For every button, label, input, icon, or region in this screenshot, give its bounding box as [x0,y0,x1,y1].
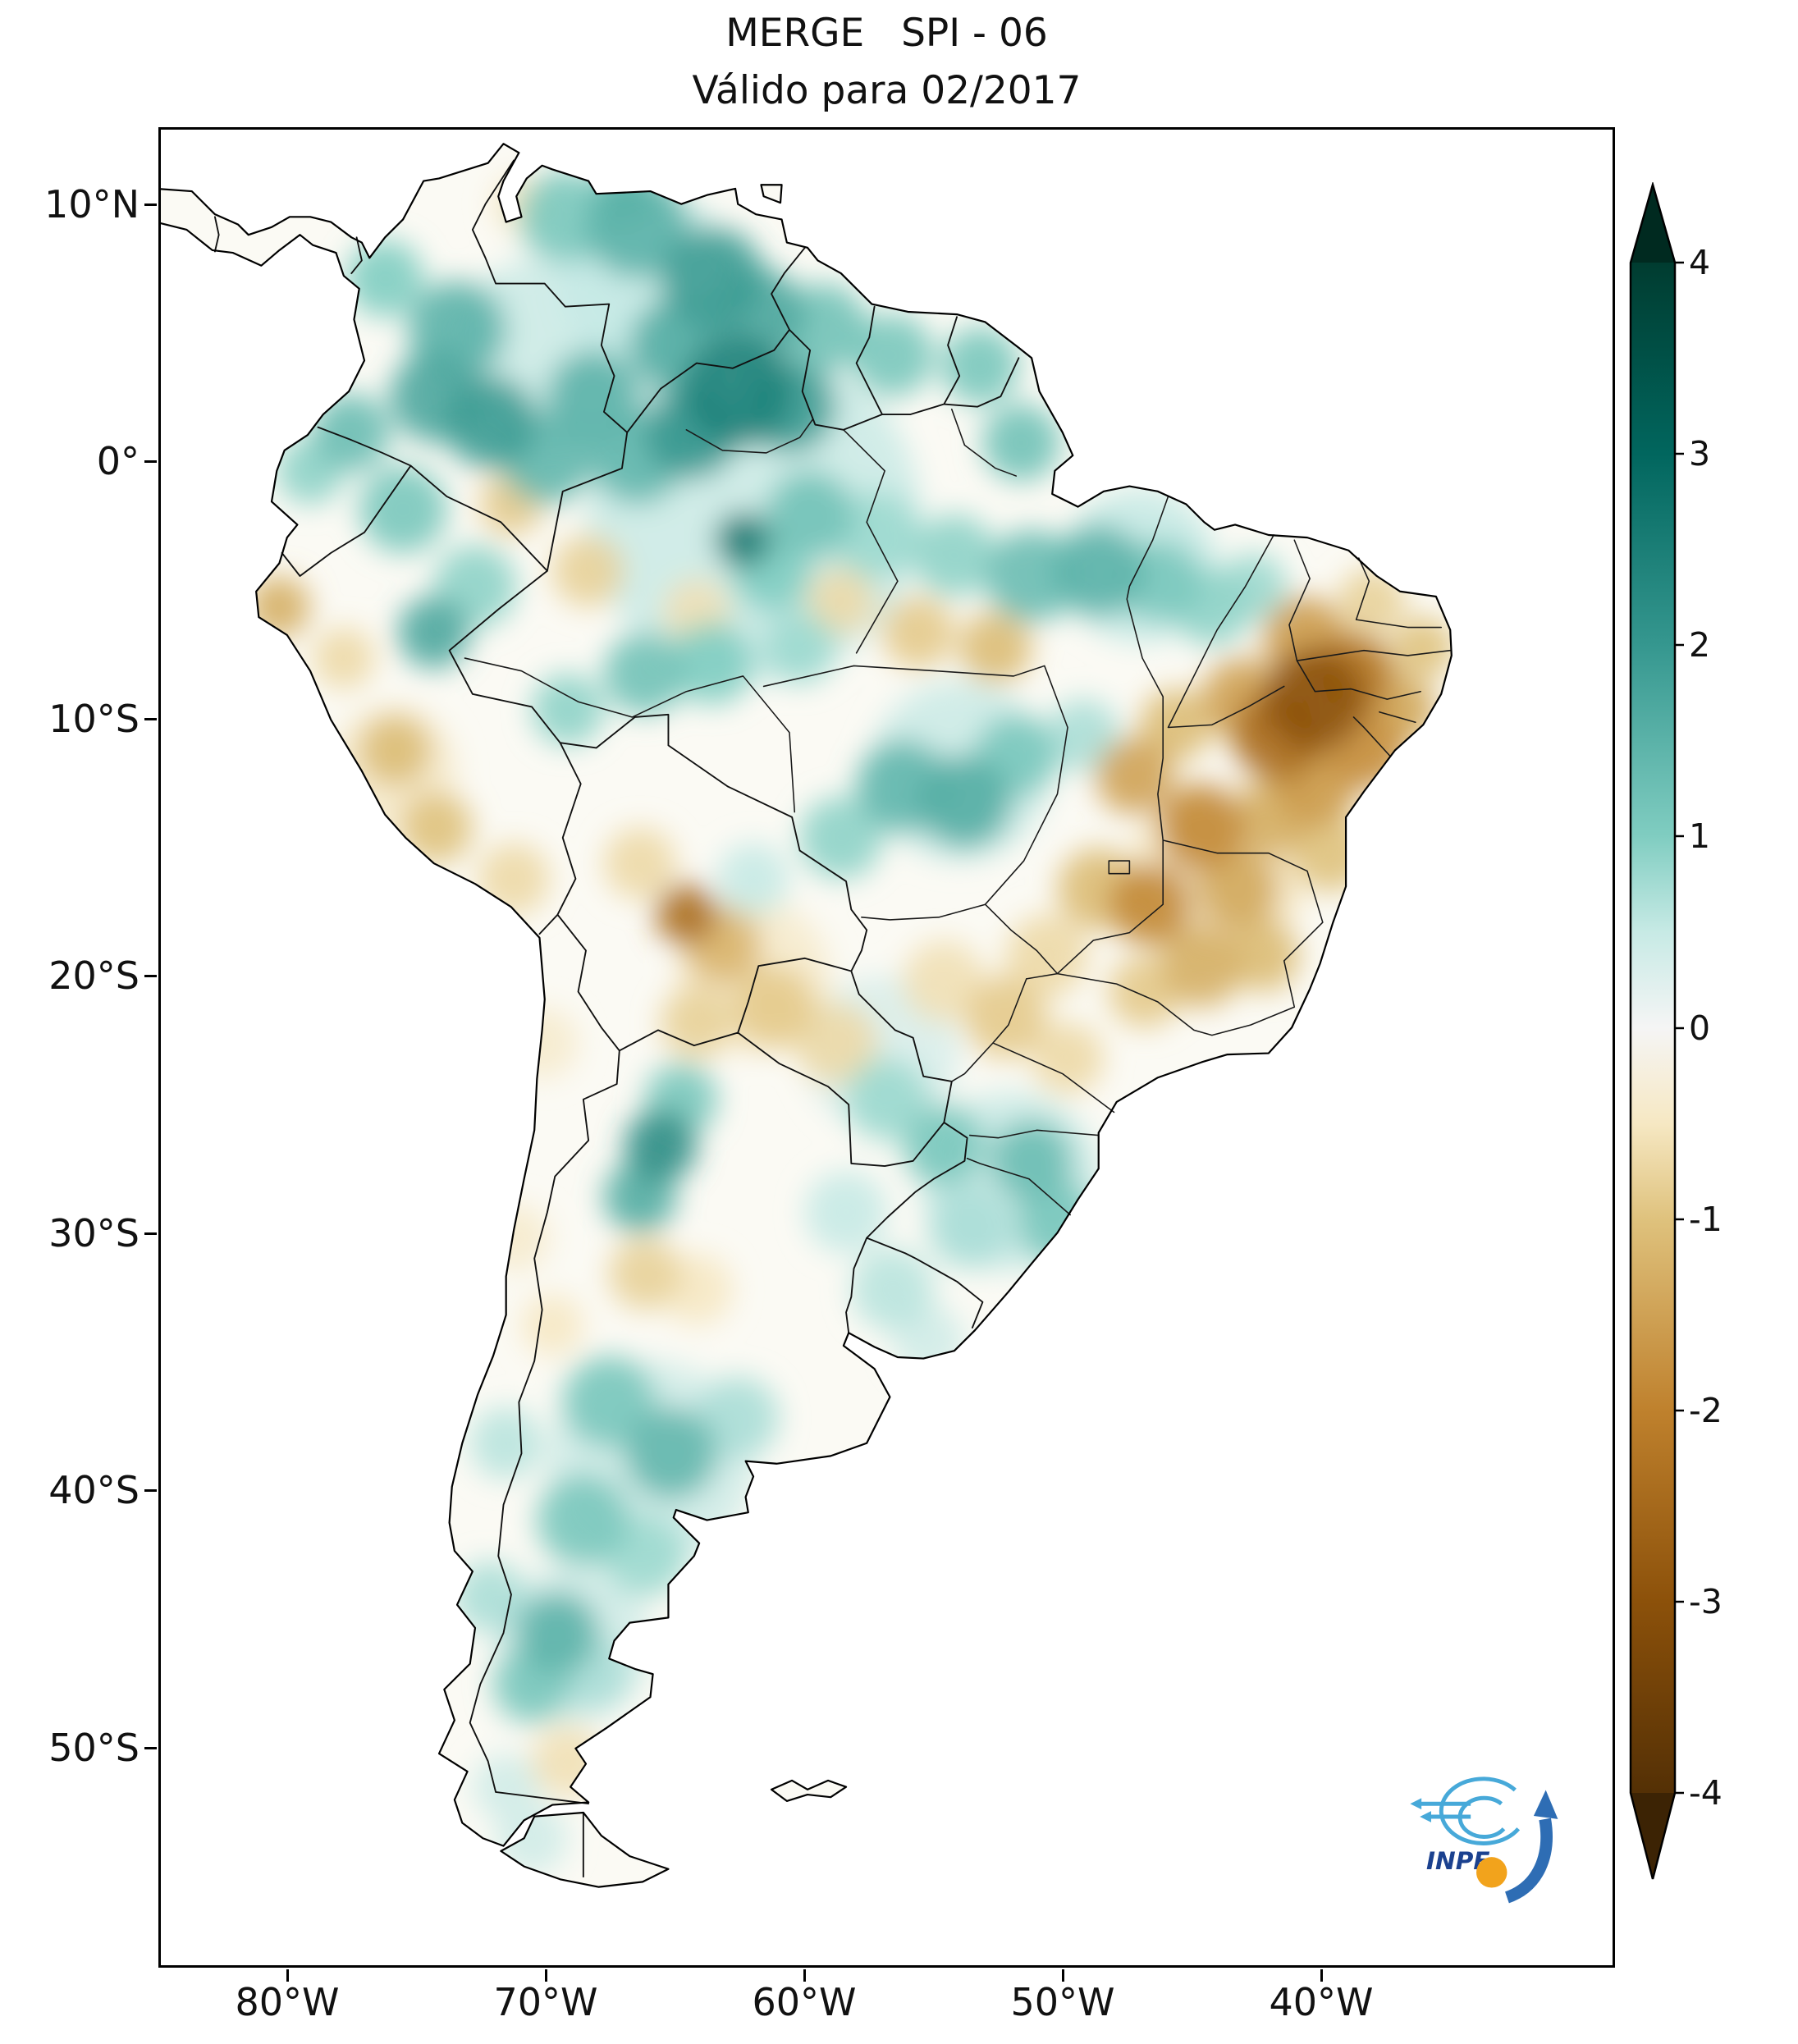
y-axis-tick-label: 40°S [48,1468,140,1512]
x-axis-tick-label: 80°W [235,1980,340,2024]
colorbar [1629,182,1684,1880]
colorbar-tick-label: 2 [1689,625,1711,665]
y-axis-tick-label: 10°S [48,697,140,741]
inpe-swirl-arrowhead [1420,1811,1431,1822]
colorbar-tick-label: -2 [1689,1391,1723,1430]
x-axis-tick-label: 40°W [1269,1980,1374,2024]
chart-subtitle: Válido para 02/2017 [692,68,1082,113]
tick-mark [144,975,157,977]
x-axis-tick-label: 50°W [1010,1980,1115,2024]
colorbar-tick-marks [1675,261,1684,1795]
tick-mark [144,1489,157,1492]
map-plot [158,127,1615,1968]
tick-mark [1320,1969,1323,1982]
colorbar-over-arrow [1631,185,1675,263]
x-axis-tick-label: 60°W [752,1980,857,2024]
x-axis-tick-label: 70°W [493,1980,598,2024]
tick-mark [803,1969,806,1982]
colorbar-tick-label: -4 [1689,1773,1723,1813]
country-borders [213,159,1020,1878]
inpe-logo: INPE [1410,1776,1558,1904]
tick-mark [144,203,157,206]
y-axis-tick-label: 50°S [48,1726,140,1770]
tick-mark [144,1232,157,1235]
title-block: MERGE SPI - 06 Válido para 02/2017 [158,5,1615,120]
inpe-blue-arrowhead [1533,1790,1558,1819]
y-axis-tick-label: 20°S [48,953,140,998]
tick-mark [545,1969,547,1982]
south-america-map [161,143,1453,1888]
inpe-swirl-arrowhead [1410,1798,1422,1810]
state-borders [464,409,1452,1216]
colorbar-tick-label: 4 [1689,243,1711,282]
inpe-orange-sphere-icon [1476,1857,1507,1888]
tick-mark [144,718,157,720]
colorbar-tick-label: -3 [1689,1582,1723,1621]
inpe-swirl-icon [1418,1776,1521,1845]
colorbar-tick-label: -1 [1689,1200,1723,1239]
y-axis-tick-label: 10°N [44,182,140,226]
colorbar-gradient [1631,263,1675,1793]
tick-mark [286,1969,289,1982]
chart-title: MERGE SPI - 06 [725,11,1048,56]
colorbar-tick-label: 3 [1689,434,1711,473]
tick-mark [144,1747,157,1749]
inpe-blue-arrow-icon [1504,1818,1553,1904]
tick-mark [144,460,157,463]
spi-raster-field [248,165,1452,1875]
colorbar-under-arrow [1631,1793,1675,1879]
tick-mark [1062,1969,1064,1982]
y-axis-tick-label: 0° [96,439,140,483]
colorbar-tick-label: 0 [1689,1008,1711,1048]
y-axis-tick-label: 30°S [48,1211,140,1255]
colorbar-tick-label: 1 [1689,816,1711,856]
coastline [161,143,1453,1888]
